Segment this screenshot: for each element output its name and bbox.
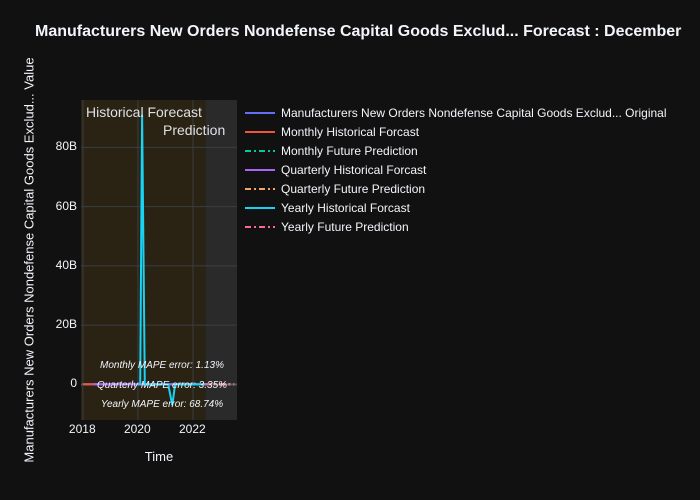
annotation-quarterly-mape: Quarterly MAPE error: 3.35% [96, 380, 228, 391]
legend-item[interactable]: Monthly Historical Forcast [245, 125, 690, 144]
x-tick-label: 2022 [178, 422, 206, 436]
legend-item[interactable]: Monthly Future Prediction [245, 144, 690, 163]
legend-swatch-icon [245, 188, 275, 190]
x-axis-label: Time [144, 449, 174, 464]
legend-item[interactable]: Quarterly Future Prediction [245, 182, 690, 201]
legend-label: Yearly Historical Forcast [281, 201, 410, 215]
legend-label: Quarterly Historical Forcast [281, 163, 427, 177]
legend-swatch-icon [245, 150, 275, 152]
y-tick-label: 60B [55, 198, 77, 213]
legend[interactable]: Manufacturers New Orders Nondefense Capi… [245, 106, 690, 239]
y-tick-label: 40B [55, 257, 77, 272]
legend-label: Yearly Future Prediction [281, 220, 409, 234]
legend-swatch-icon [245, 169, 275, 171]
legend-label: Quarterly Future Prediction [281, 182, 426, 196]
y-tick-label: 20B [55, 317, 77, 332]
y-tick-label: 80B [55, 139, 77, 154]
chart-title: Manufacturers New Orders Nondefense Capi… [35, 23, 682, 40]
legend-label: Manufacturers New Orders Nondefense Capi… [281, 106, 667, 120]
legend-item[interactable]: Manufacturers New Orders Nondefense Capi… [245, 106, 690, 125]
legend-swatch-icon [245, 131, 275, 133]
annotation-monthly-mape: Monthly MAPE error: 1.13% [100, 360, 224, 371]
legend-swatch-icon [245, 112, 275, 114]
legend-label: Monthly Future Prediction [281, 144, 418, 158]
annotation-yearly-mape: Yearly MAPE error: 68.74% [100, 399, 224, 410]
x-tick-label: 2020 [123, 422, 151, 436]
legend-item[interactable]: Yearly Historical Forcast [245, 201, 690, 220]
region-label-historical: Historical Forecast [86, 104, 202, 120]
legend-swatch-icon [245, 226, 275, 228]
y-axis-label: Manufacturers New Orders Nondefense Capi… [21, 57, 37, 463]
x-tick-label: 2018 [68, 422, 96, 436]
legend-label: Monthly Historical Forcast [281, 125, 420, 139]
region-label-prediction: Prediction [163, 122, 226, 138]
y-tick-label: 0 [70, 376, 77, 391]
legend-item[interactable]: Quarterly Historical Forcast [245, 163, 690, 182]
region-1 [205, 100, 237, 420]
series-line-5 [138, 114, 206, 406]
legend-item[interactable]: Yearly Future Prediction [245, 220, 690, 239]
legend-swatch-icon [245, 207, 275, 209]
